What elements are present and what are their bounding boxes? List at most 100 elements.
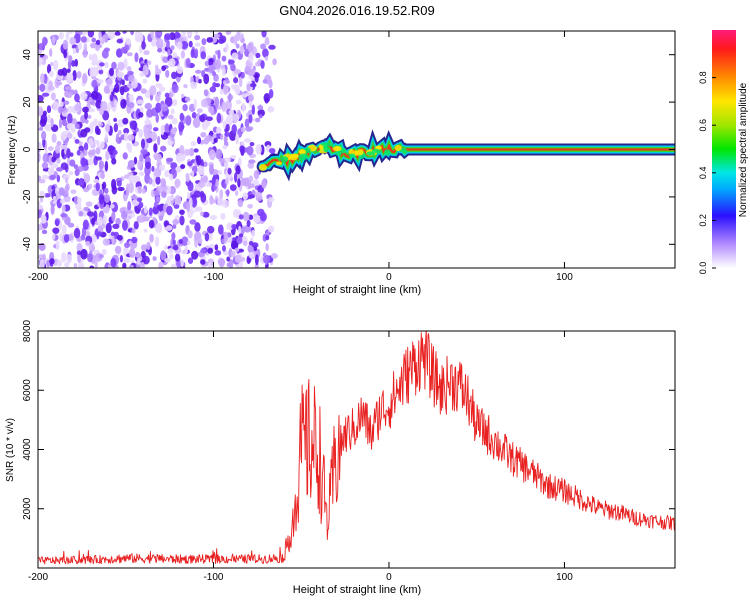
noise-speckle [123, 132, 129, 142]
noise-speckle [104, 123, 111, 133]
noise-speckle [161, 65, 166, 72]
noise-speckle [83, 173, 91, 184]
noise-speckle [211, 176, 216, 186]
noise-speckle [236, 236, 243, 245]
y-tick-label: -20 [22, 189, 33, 204]
noise-speckle [238, 76, 243, 88]
noise-speckle [249, 141, 255, 147]
noise-speckle [88, 183, 93, 190]
noise-speckle [208, 61, 213, 66]
colorbar-tick-label: 0.8 [698, 71, 708, 84]
noise-speckle [63, 49, 68, 59]
noise-speckle [242, 192, 249, 201]
noise-speckle [184, 96, 191, 102]
noise-speckle [96, 128, 101, 136]
noise-speckle [38, 152, 41, 163]
noise-speckle [264, 56, 269, 61]
noise-speckle [119, 85, 125, 96]
noise-speckle [138, 128, 144, 139]
noise-speckle [127, 214, 132, 220]
noise-speckle [46, 64, 52, 74]
noise-speckle [100, 172, 105, 180]
noise-speckle [111, 178, 117, 190]
noise-speckle [203, 73, 210, 85]
noise-speckle [124, 242, 130, 249]
noise-speckle [187, 161, 193, 167]
noise-speckle [73, 263, 78, 268]
noise-speckle [64, 216, 71, 225]
noise-speckle [76, 250, 82, 256]
signal-blob [371, 148, 381, 153]
noise-speckle [229, 184, 237, 191]
noise-speckle [116, 234, 123, 241]
x-tick-label: 100 [556, 572, 573, 583]
noise-speckle [155, 176, 161, 185]
noise-speckle [51, 185, 56, 190]
noise-speckle [244, 118, 250, 129]
noise-speckle [59, 144, 67, 150]
noise-speckle [83, 142, 89, 151]
spectrogram-xlabel: Height of straight line (km) [293, 284, 421, 296]
snr-line [38, 331, 675, 565]
noise-speckle [143, 127, 152, 139]
noise-speckle [168, 58, 176, 68]
noise-speckle [168, 91, 174, 98]
noise-speckle [164, 257, 171, 263]
noise-speckle [130, 195, 138, 200]
noise-speckle [137, 111, 144, 118]
noise-speckle [142, 64, 149, 76]
noise-speckle [47, 114, 51, 124]
noise-speckle [117, 61, 125, 71]
noise-speckle [181, 236, 189, 247]
signal-blob [298, 149, 306, 155]
noise-speckle [85, 240, 91, 247]
noise-speckle [226, 262, 231, 268]
noise-speckle [142, 78, 148, 84]
noise-speckle [66, 123, 74, 130]
noise-speckle [240, 37, 246, 43]
noise-speckle [73, 136, 77, 141]
noise-speckle [125, 38, 132, 45]
noise-speckle [190, 81, 198, 89]
noise-speckle [110, 257, 117, 268]
noise-speckle [160, 177, 167, 188]
noise-speckle [61, 252, 67, 263]
spectrogram-marks [38, 31, 675, 268]
noise-speckle [194, 48, 199, 57]
noise-speckle [174, 194, 182, 206]
noise-speckle [153, 201, 158, 208]
noise-speckle [111, 211, 116, 222]
noise-speckle [140, 138, 146, 149]
noise-speckle [155, 153, 162, 162]
noise-speckle [87, 158, 94, 166]
noise-speckle [219, 189, 224, 200]
noise-speckle [67, 132, 73, 139]
noise-speckle [71, 118, 77, 125]
noise-speckle [193, 98, 197, 109]
noise-speckle [88, 138, 94, 146]
noise-speckle [198, 180, 206, 188]
noise-speckle [222, 80, 227, 85]
noise-speckle [253, 215, 261, 223]
noise-speckle [58, 32, 64, 40]
noise-speckle [158, 86, 166, 92]
noise-speckle [117, 129, 122, 136]
snr-panel: -200 -100 0 100 2000 4000 6000 8000 Height of s… [5, 319, 676, 596]
noise-speckle [160, 145, 167, 152]
colorbar: 0.0 0.2 0.4 0.6 0.8 Normalized spectral ampl… [698, 30, 749, 274]
noise-speckle [130, 31, 135, 36]
noise-speckle [235, 43, 240, 49]
noise-speckle [183, 83, 188, 89]
noise-speckle [212, 71, 217, 77]
noise-speckle [102, 214, 108, 225]
noise-speckle [82, 48, 88, 58]
noise-speckle [133, 221, 139, 230]
noise-speckle [180, 41, 189, 50]
noise-speckle [68, 31, 73, 35]
noise-speckle [49, 62, 54, 67]
noise-speckle [56, 174, 61, 183]
noise-speckle [186, 201, 191, 212]
noise-speckle [136, 257, 141, 266]
noise-speckle [95, 156, 103, 161]
noise-speckle [67, 113, 73, 125]
